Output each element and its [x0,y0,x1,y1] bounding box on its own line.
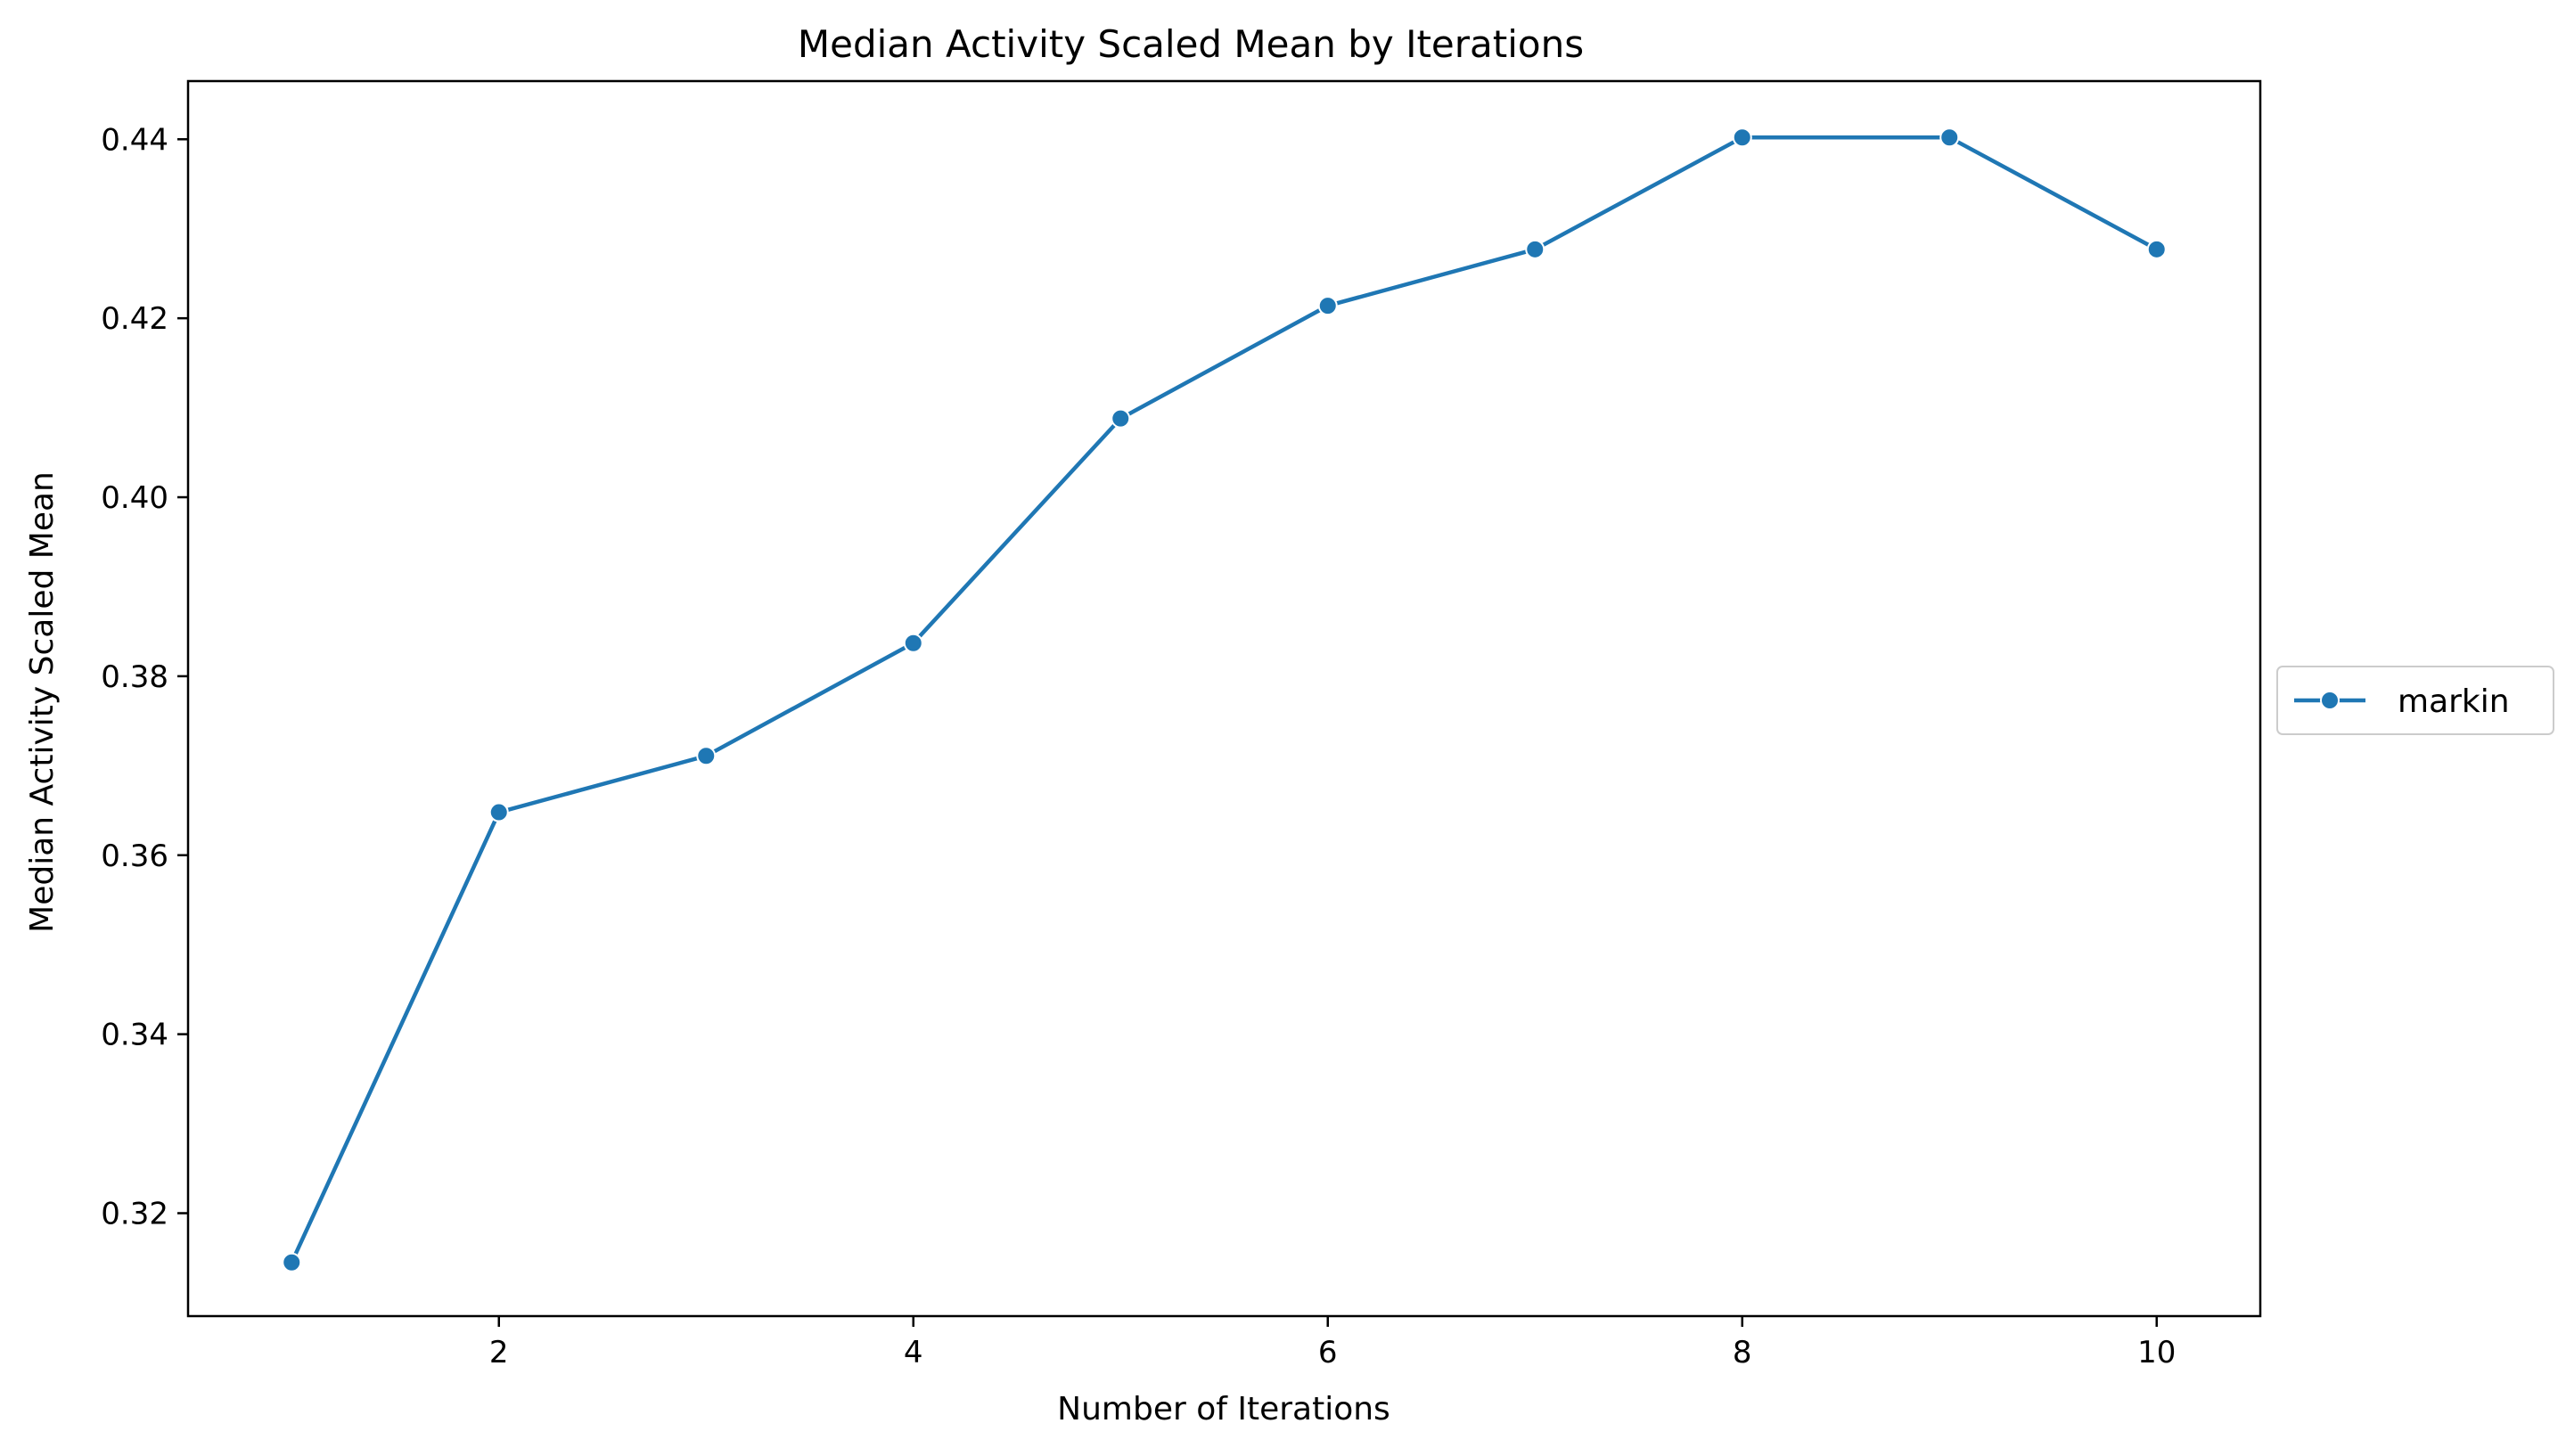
x-tick-label: 2 [489,1335,509,1370]
y-tick-label: 0.42 [101,301,168,337]
data-point [696,746,717,766]
plot-frame [186,79,2262,1318]
data-point [903,633,923,653]
y-tick-label: 0.40 [101,480,168,516]
y-axis-label: Median Activity Scaled Mean [24,471,61,933]
data-point [1525,239,1545,259]
legend-entry-markin: markin [2398,683,2510,720]
data-point [282,1252,302,1272]
x-tick-label: 6 [1318,1335,1338,1370]
legend-box [2276,666,2554,735]
series-line-markin [290,135,2160,1264]
chart-title: Median Activity Scaled Mean by Iteration… [798,22,1584,66]
data-point [488,802,509,822]
data-point [1732,127,1752,148]
data-point [2146,239,2167,259]
y-tick-label: 0.38 [101,659,168,695]
x-tick-label: 10 [2137,1335,2176,1370]
x-axis-ticks: 2 4 6 8 10 [489,1316,2176,1370]
data-point [1111,408,1131,429]
x-tick-label: 8 [1733,1335,1752,1370]
y-tick-label: 0.34 [101,1018,168,1053]
data-point [1317,296,1338,316]
x-axis-label: Number of Iterations [1057,1391,1390,1427]
y-tick-label: 0.36 [101,838,168,874]
legend-swatch-marker [2320,691,2340,710]
x-tick-label: 4 [904,1335,923,1370]
legend: markin [2276,666,2554,735]
data-point [1939,127,1960,148]
series-layer [282,127,2167,1272]
y-tick-label: 0.44 [101,122,168,158]
y-axis-ticks: 0.32 0.34 0.36 0.38 0.40 0.42 0.44 [101,122,188,1232]
y-tick-label: 0.32 [101,1197,168,1232]
